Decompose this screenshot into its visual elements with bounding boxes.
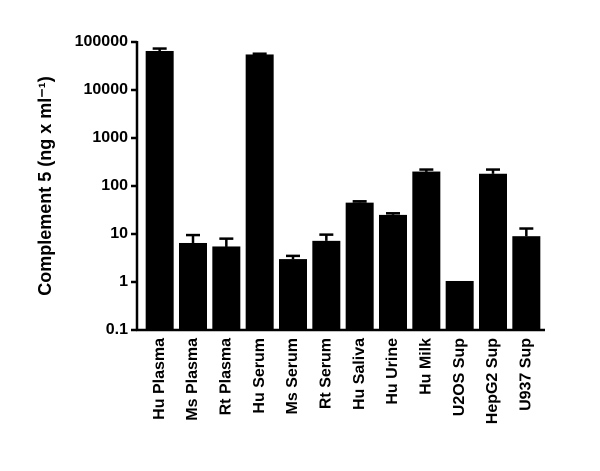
- bar: [512, 236, 541, 330]
- x-tick-label: HepG2 Sup: [484, 338, 501, 424]
- bar: [212, 246, 241, 330]
- x-tick-label: Hu Urine: [384, 338, 401, 405]
- bar: [245, 54, 274, 331]
- x-tick-label: Hu Saliva: [351, 338, 368, 410]
- bar: [312, 240, 341, 330]
- y-tick-label: 100: [101, 177, 128, 194]
- y-tick-label: 0.1: [106, 321, 128, 338]
- x-tick-label: Ms Plasma: [184, 338, 201, 421]
- x-tick-label: Rt Plasma: [218, 338, 235, 415]
- bar: [179, 242, 207, 330]
- x-tick-label: Hu Milk: [418, 338, 435, 395]
- y-axis-label: Complement 5 (ng x ml⁻¹): [35, 76, 55, 296]
- y-tick-label: 100000: [75, 33, 128, 50]
- bar: [412, 171, 441, 330]
- bar: [445, 280, 474, 330]
- bar: [379, 214, 407, 330]
- y-tick-label: 1000: [92, 129, 128, 146]
- x-tick-label: Ms Serum: [284, 338, 301, 414]
- y-tick-label: 10000: [84, 81, 129, 98]
- x-tick-label: U2OS Sup: [451, 338, 468, 416]
- bar: [345, 202, 374, 330]
- x-tick-label: Hu Plasma: [151, 338, 168, 420]
- bar: [479, 173, 507, 330]
- y-tick-label: 10: [110, 225, 128, 242]
- y-tick-label: 1: [119, 273, 128, 290]
- x-tick-label: U937 Sup: [518, 338, 535, 411]
- bar: [145, 50, 174, 330]
- x-tick-label: Hu Serum: [251, 338, 268, 414]
- x-tick-label: Rt Serum: [318, 338, 335, 409]
- bar: [279, 259, 307, 330]
